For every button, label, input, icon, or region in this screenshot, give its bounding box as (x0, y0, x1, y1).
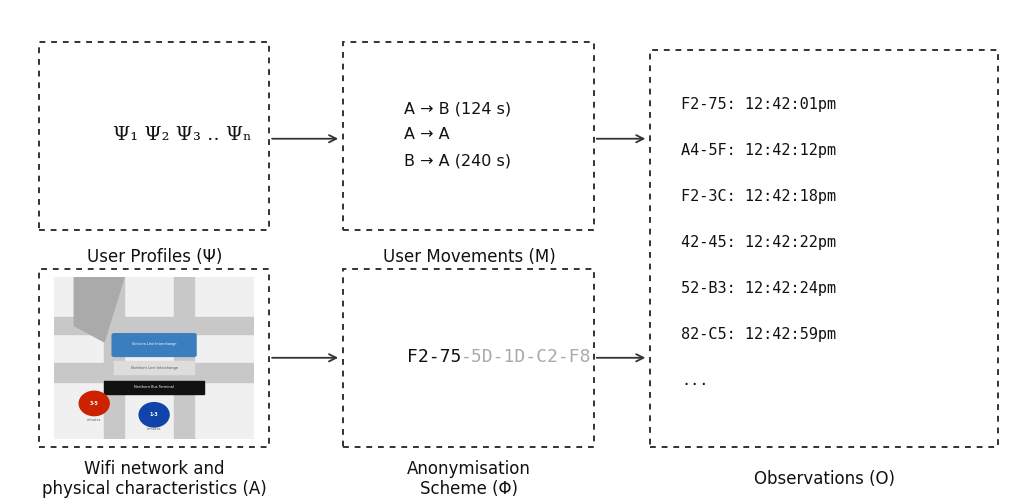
Text: 82-C5: 12:42:59pm: 82-C5: 12:42:59pm (681, 327, 836, 342)
Text: F2-3C: 12:42:18pm: F2-3C: 12:42:18pm (681, 189, 836, 204)
Text: User Movements (M): User Movements (M) (383, 248, 555, 266)
Bar (650, 50, 998, 447)
Text: F2-75: F2-75 (407, 348, 461, 366)
Text: A4-5F: 12:42:12pm: A4-5F: 12:42:12pm (681, 143, 836, 158)
Text: Wifi network and
physical characteristics (A): Wifi network and physical characteristic… (42, 460, 267, 499)
Text: -5D-1D-C2-F8: -5D-1D-C2-F8 (461, 348, 592, 366)
Text: User Profiles (Ψ): User Profiles (Ψ) (87, 248, 222, 266)
Bar (39, 269, 269, 447)
Text: Observations (O): Observations (O) (754, 470, 895, 488)
Bar (343, 42, 594, 230)
Text: F2-75: 12:42:01pm: F2-75: 12:42:01pm (681, 97, 836, 112)
Text: Anonymisation
Scheme (Φ): Anonymisation Scheme (Φ) (408, 460, 530, 499)
Text: 42-45: 12:42:22pm: 42-45: 12:42:22pm (681, 235, 836, 250)
Text: 52-B3: 12:42:24pm: 52-B3: 12:42:24pm (681, 281, 836, 296)
Text: Ψ₁ Ψ₂ Ψ₃ .. Ψₙ: Ψ₁ Ψ₂ Ψ₃ .. Ψₙ (113, 126, 251, 144)
Text: A → B (124 s)
A → A
B → A (240 s): A → B (124 s) A → A B → A (240 s) (404, 101, 512, 168)
Text: ...: ... (681, 373, 709, 388)
Bar (343, 269, 594, 447)
Bar (39, 42, 269, 230)
